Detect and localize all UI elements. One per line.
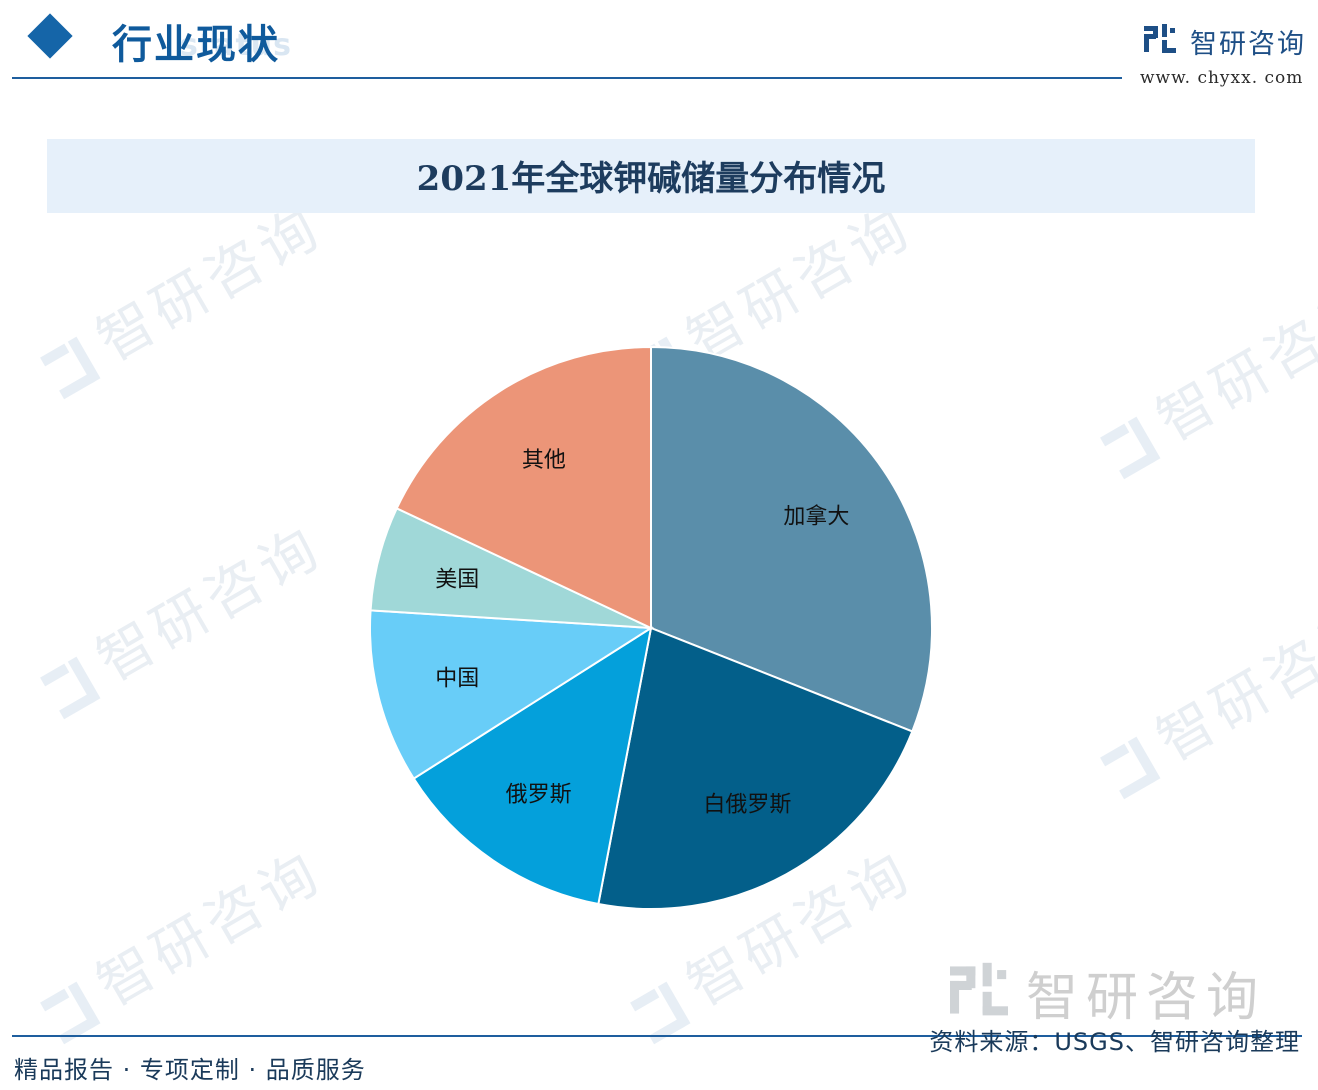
pie-slice-2 xyxy=(412,625,653,906)
footer-divider xyxy=(12,1035,1302,1037)
section-title: 行业现状 xyxy=(112,22,280,68)
section-subtitle-ghost: status xyxy=(180,28,292,63)
brand-logo-icon xyxy=(1144,24,1176,53)
pie-slice-label-3: 中国 xyxy=(435,667,479,692)
pie-slice-1 xyxy=(597,626,914,910)
pie-slice-label-1: 白俄罗斯 xyxy=(703,792,791,817)
pie-slice-label-0: 加拿大 xyxy=(783,504,849,530)
pie-slice-label-2: 俄罗斯 xyxy=(506,782,572,807)
pie-slice-label-4: 美国 xyxy=(435,567,479,592)
brand-url: www. chyxx. com xyxy=(1140,68,1304,88)
chart-title: 2021年全球钾碱储量分布情况 xyxy=(416,159,886,199)
chart-title-band: 2021年全球钾碱储量分布情况 xyxy=(47,139,1255,213)
pie-slice-0 xyxy=(650,345,933,733)
header-divider xyxy=(12,77,1122,79)
header: status 行业现状 智研咨询 www. chyxx. com xyxy=(0,0,1318,90)
footer-watermark-logo-icon xyxy=(950,962,1008,1016)
footer-source: 资料来源：USGS、智研咨询整理 xyxy=(929,1028,1300,1056)
pie-slice-label-5: 其他 xyxy=(522,448,566,473)
footer-watermark-name: 智研咨询 xyxy=(1026,968,1267,1028)
pie-slice-5 xyxy=(395,345,652,630)
brand-name: 智研咨询 xyxy=(1190,29,1306,60)
pie-slice-3 xyxy=(369,609,655,780)
footer-tagline: 精品报告 · 专项定制 · 品质服务 xyxy=(14,1056,366,1084)
